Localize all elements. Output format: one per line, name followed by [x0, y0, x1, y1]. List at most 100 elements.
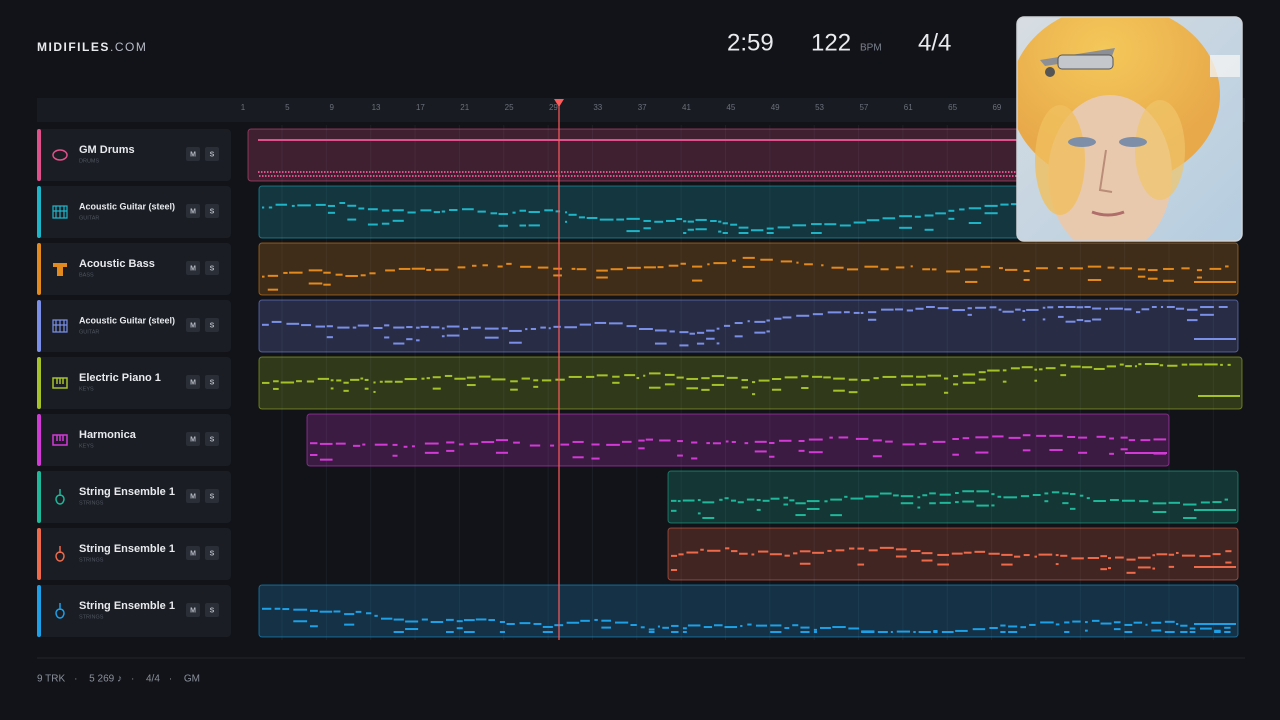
solo-button[interactable]: S	[205, 546, 219, 560]
note	[261, 171, 263, 173]
button-bg	[205, 147, 219, 161]
note	[1152, 511, 1167, 514]
note	[544, 175, 546, 177]
note	[466, 376, 476, 379]
mute-button[interactable]: M	[186, 603, 200, 617]
note	[571, 267, 576, 270]
track-row[interactable]: String Ensemble 1 STRINGS M S	[37, 585, 231, 637]
button-bg	[205, 204, 219, 218]
mute-button[interactable]: M	[186, 489, 200, 503]
solo-button[interactable]: S	[205, 261, 219, 275]
track-row[interactable]: Electric Piano 1 KEYS M S	[37, 357, 231, 409]
note	[330, 379, 334, 382]
note	[430, 621, 444, 624]
solo-button[interactable]: S	[205, 603, 219, 617]
mute-button[interactable]: M	[186, 546, 200, 560]
note	[519, 209, 527, 212]
track-name: Harmonica	[79, 429, 137, 441]
solo-button[interactable]: S	[205, 432, 219, 446]
footer-item: 5 269 ♪	[89, 674, 122, 685]
note	[1224, 631, 1231, 633]
button-label: S	[210, 379, 215, 386]
track-row[interactable]: Acoustic Guitar (steel) GUITAR M S	[37, 300, 231, 352]
note	[1186, 319, 1198, 322]
note	[1200, 501, 1210, 504]
note	[446, 449, 455, 452]
track-name: String Ensemble 1	[79, 543, 175, 555]
solo-button[interactable]: S	[205, 489, 219, 503]
track-category: GUITAR	[79, 215, 99, 221]
track-row[interactable]: GM Drums DRUMS M S	[37, 129, 231, 181]
note	[1120, 436, 1128, 439]
note	[909, 171, 911, 173]
note	[711, 375, 725, 378]
track-row[interactable]: Harmonica KEYS M S	[37, 414, 231, 466]
mute-button[interactable]: M	[186, 261, 200, 275]
note	[394, 175, 396, 177]
note	[766, 175, 768, 177]
note	[352, 326, 357, 329]
mute-button[interactable]: M	[186, 318, 200, 332]
note	[1008, 625, 1018, 628]
note	[731, 441, 736, 444]
note	[831, 171, 833, 173]
note	[1113, 621, 1121, 624]
note	[335, 442, 346, 445]
button-bg	[205, 375, 219, 389]
note	[337, 326, 350, 329]
solo-button[interactable]: S	[205, 375, 219, 389]
note	[325, 175, 327, 177]
track-row[interactable]: Acoustic Guitar (steel) GUITAR M S	[37, 186, 231, 238]
mute-button[interactable]: M	[186, 432, 200, 446]
note	[643, 175, 645, 177]
note	[392, 219, 404, 222]
note	[638, 328, 653, 331]
solo-button[interactable]: S	[205, 204, 219, 218]
button-bg	[186, 375, 200, 389]
note	[475, 618, 487, 621]
note	[388, 175, 390, 177]
note	[533, 622, 542, 625]
solo-button[interactable]: S	[205, 318, 219, 332]
note	[893, 494, 899, 497]
note	[1079, 494, 1084, 497]
note	[757, 175, 759, 177]
note	[393, 326, 405, 329]
note	[445, 175, 447, 177]
note	[708, 171, 710, 173]
note	[282, 608, 290, 611]
note	[685, 175, 687, 177]
note	[655, 175, 657, 177]
mute-button[interactable]: M	[186, 204, 200, 218]
note	[994, 175, 996, 177]
note	[984, 171, 986, 173]
track-row[interactable]: String Ensemble 1 STRINGS M S	[37, 471, 231, 523]
note	[696, 171, 698, 173]
note	[421, 377, 425, 380]
note	[403, 175, 405, 177]
track-row[interactable]: String Ensemble 1 STRINGS M S	[37, 528, 231, 580]
note	[1002, 310, 1014, 313]
note	[861, 631, 875, 633]
brand: MIDIFILES	[37, 40, 110, 54]
note	[566, 621, 580, 624]
mute-button[interactable]: M	[186, 375, 200, 389]
footer-item: 4/4	[146, 674, 160, 685]
note	[1194, 281, 1236, 283]
note	[781, 175, 783, 177]
note	[625, 175, 627, 177]
note	[461, 208, 474, 211]
note	[936, 171, 938, 173]
track-row[interactable]: Acoustic Bass BASS M S	[37, 243, 231, 295]
note	[772, 175, 774, 177]
note	[991, 175, 993, 177]
mute-button[interactable]: M	[186, 147, 200, 161]
note	[1011, 171, 1013, 173]
note	[294, 171, 296, 173]
note	[715, 175, 717, 177]
solo-button[interactable]: S	[205, 147, 219, 161]
note	[555, 210, 561, 213]
note	[490, 212, 498, 215]
note	[922, 268, 931, 271]
track-category: STRINGS	[79, 614, 104, 620]
